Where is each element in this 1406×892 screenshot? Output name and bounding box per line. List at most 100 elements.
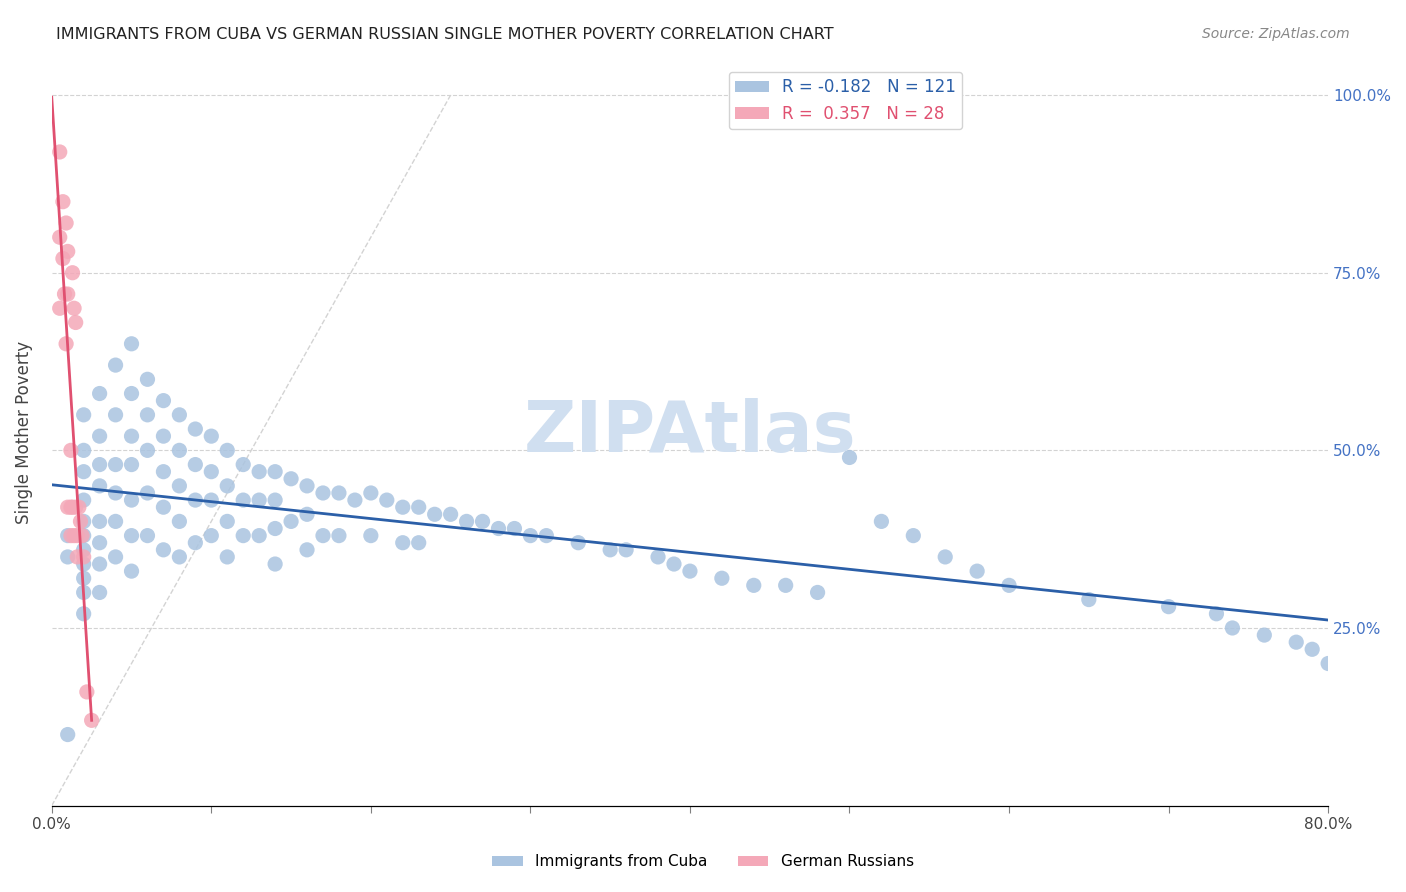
Point (63, 301, 86, 316)
Point (169, 443, 191, 458)
Point (408, 535, 430, 549)
Point (247, 493, 270, 508)
Point (70, 528, 93, 542)
Point (232, 493, 254, 508)
Point (73, 607, 96, 621)
Point (217, 515, 239, 529)
Point (775, 578, 797, 592)
Point (136, 528, 159, 542)
Point (73, 557, 96, 571)
Point (62, 266, 84, 280)
Legend: R = -0.182   N = 121, R =  0.357   N = 28: R = -0.182 N = 121, R = 0.357 N = 28 (728, 71, 963, 129)
Point (62, 500, 84, 515)
Point (217, 443, 239, 458)
Point (48, 145, 70, 159)
Point (48, 230, 70, 244)
Point (73, 571, 96, 585)
Point (65, 316, 87, 330)
Point (52, 252, 75, 266)
Point (1301, 642, 1323, 657)
Point (232, 528, 254, 542)
Point (312, 528, 335, 542)
Point (104, 358, 127, 372)
Point (200, 465, 222, 479)
Point (360, 528, 382, 542)
Point (104, 486, 127, 500)
Point (48, 301, 70, 316)
Point (136, 486, 159, 500)
Point (152, 465, 174, 479)
Point (55, 336, 77, 351)
Point (136, 408, 159, 422)
Point (679, 564, 702, 578)
Point (903, 528, 925, 542)
Point (89, 515, 111, 529)
Point (66, 549, 89, 564)
Point (217, 549, 239, 564)
Point (56, 549, 79, 564)
Point (264, 522, 287, 536)
Point (1077, 592, 1099, 607)
Point (280, 515, 302, 529)
Point (121, 336, 143, 351)
Point (73, 549, 96, 564)
Point (1205, 607, 1227, 621)
Point (121, 493, 143, 508)
Point (73, 515, 96, 529)
Point (121, 429, 143, 443)
Point (280, 472, 302, 486)
Point (567, 535, 589, 549)
Point (73, 465, 96, 479)
Point (328, 486, 350, 500)
Point (1157, 599, 1180, 614)
Point (73, 542, 96, 557)
Point (121, 386, 143, 401)
Point (295, 508, 318, 522)
Point (89, 386, 111, 401)
Point (488, 522, 510, 536)
Point (1285, 635, 1308, 649)
Point (662, 557, 685, 571)
Point (456, 515, 478, 529)
Point (247, 465, 270, 479)
Point (53, 287, 76, 301)
Point (136, 372, 159, 386)
Point (870, 515, 893, 529)
Point (56, 287, 79, 301)
Point (998, 578, 1021, 592)
Point (73, 585, 96, 599)
Point (89, 429, 111, 443)
Point (59, 443, 82, 458)
Point (838, 450, 860, 465)
Point (1222, 621, 1244, 635)
Point (121, 564, 143, 578)
Point (89, 557, 111, 571)
Point (264, 557, 287, 571)
Point (343, 493, 366, 508)
Point (375, 493, 398, 508)
Point (169, 479, 191, 493)
Text: ZIPAtlas: ZIPAtlas (523, 398, 856, 467)
Point (152, 500, 174, 515)
Point (56, 727, 79, 741)
Point (966, 564, 988, 578)
Point (169, 515, 191, 529)
Point (1253, 628, 1275, 642)
Point (264, 493, 287, 508)
Point (59, 500, 82, 515)
Point (184, 422, 207, 436)
Text: Source: ZipAtlas.com: Source: ZipAtlas.com (1202, 27, 1350, 41)
Point (200, 429, 222, 443)
Point (503, 522, 526, 536)
Point (217, 479, 239, 493)
Point (328, 528, 350, 542)
Point (536, 528, 558, 542)
Point (647, 549, 669, 564)
Point (65, 500, 87, 515)
Point (295, 542, 318, 557)
Point (295, 479, 318, 493)
Point (599, 542, 621, 557)
Point (104, 408, 127, 422)
Point (104, 515, 127, 529)
Point (89, 585, 111, 599)
